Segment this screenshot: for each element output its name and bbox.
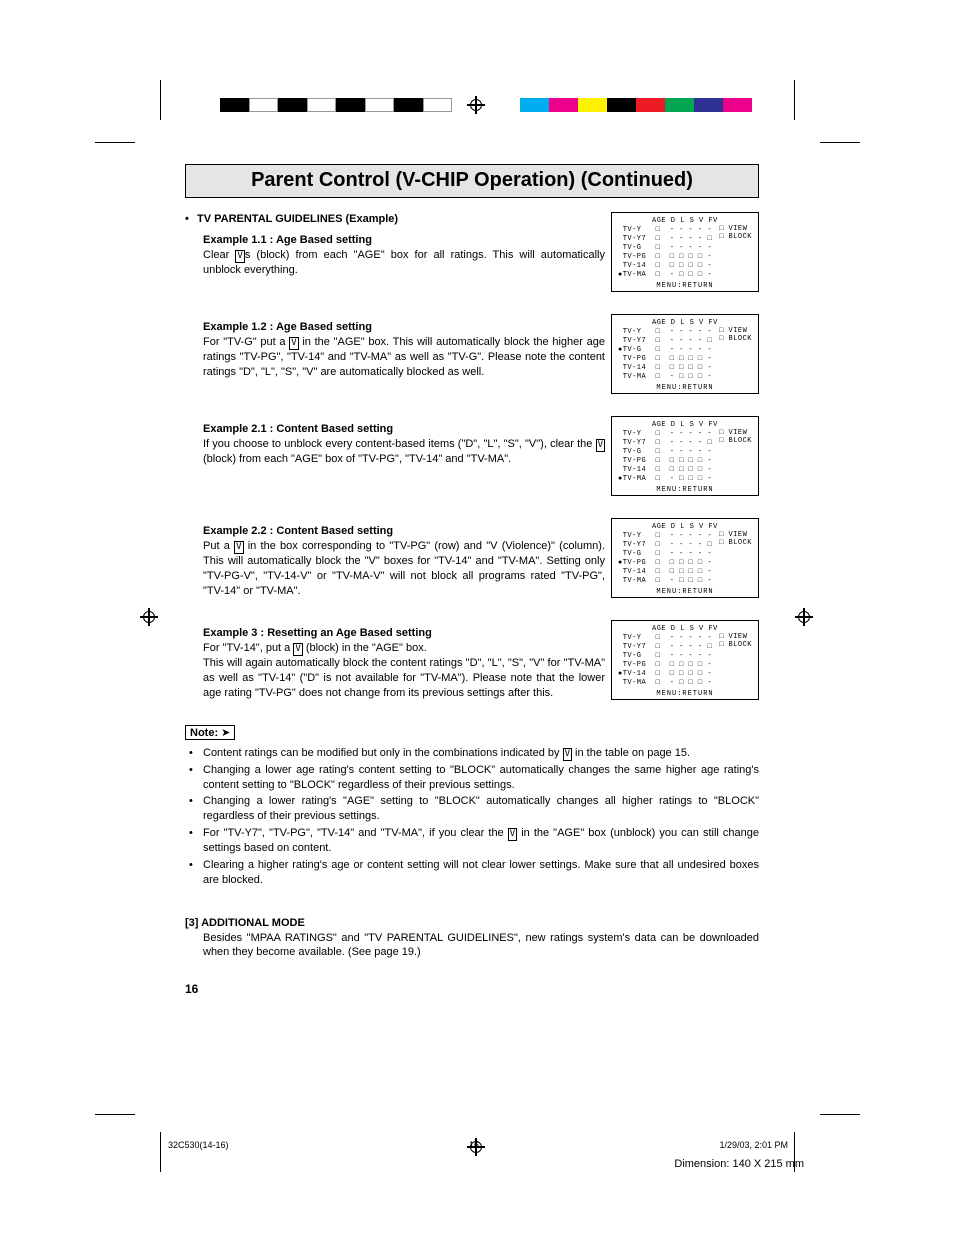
example-row: Example 2.1 : Content Based settingIf yo… (185, 416, 759, 496)
swatch-strip-color (520, 98, 752, 112)
osd-diagram: AGE D L S V FV TV-Y □ - - - - - TV-Y7 □ … (611, 518, 759, 598)
example-body: For "TV-G" put a V in the "AGE" box. Thi… (203, 335, 605, 380)
dimension-note: Dimension: 140 X 215 mm (674, 1158, 804, 1170)
footer-page: 16 (469, 1140, 479, 1150)
example-head: Example 3 : Resetting an Age Based setti… (203, 626, 605, 641)
note-item: Changing a lower age rating's content se… (189, 763, 759, 793)
crop-mark (820, 142, 860, 143)
example-body: For "TV-14", put a V (block) in the "AGE… (203, 641, 605, 701)
example-row: •TV PARENTAL GUIDELINES (Example)Example… (185, 212, 759, 292)
footer-file: 32C530(14-16) (168, 1140, 229, 1150)
print-footer: 32C530(14-16) 16 1/29/03, 2:01 PM (168, 1140, 788, 1150)
note-label: Note: (185, 725, 235, 740)
guidelines-head: TV PARENTAL GUIDELINES (Example) (197, 213, 398, 225)
additional-mode-head: [3] ADDITIONAL MODE (185, 916, 759, 931)
example-row: Example 2.2 : Content Based settingPut a… (185, 518, 759, 598)
osd-diagram: AGE D L S V FV TV-Y □ - - - - - TV-Y7 □ … (611, 314, 759, 394)
registration-mark (467, 96, 485, 114)
page-number: 16 (185, 982, 759, 996)
registration-mark (140, 608, 158, 626)
crop-mark (160, 80, 161, 120)
example-head: Example 1.2 : Age Based setting (203, 320, 605, 335)
example-row: Example 1.2 : Age Based settingFor "TV-G… (185, 314, 759, 394)
example-head: Example 2.1 : Content Based setting (203, 422, 605, 437)
registration-mark (795, 608, 813, 626)
osd-diagram: AGE D L S V FV TV-Y □ - - - - - TV-Y7 □ … (611, 212, 759, 292)
note-item: Changing a lower rating's "AGE" setting … (189, 794, 759, 824)
page-title: Parent Control (V-CHIP Operation) (Conti… (185, 164, 759, 198)
footer-timestamp: 1/29/03, 2:01 PM (719, 1140, 788, 1150)
example-body: Put a V in the box corresponding to "TV-… (203, 539, 605, 599)
note-item: Clearing a higher rating's age or conten… (189, 858, 759, 888)
example-head: Example 1.1 : Age Based setting (203, 233, 605, 248)
example-body: Clear Vs (block) from each "AGE" box for… (203, 248, 605, 278)
crop-mark (95, 1114, 135, 1115)
crop-mark (820, 1114, 860, 1115)
crop-mark (95, 142, 135, 143)
note-item: For "TV-Y7", "TV-PG", "TV-14" and "TV-MA… (189, 826, 759, 856)
example-head: Example 2.2 : Content Based setting (203, 524, 605, 539)
swatch-strip-bw (220, 98, 452, 112)
document-page: Parent Control (V-CHIP Operation) (Conti… (185, 164, 759, 996)
additional-mode-body: Besides "MPAA RATINGS" and "TV PARENTAL … (203, 931, 759, 961)
crop-mark (794, 80, 795, 120)
notes-list: Content ratings can be modified but only… (189, 746, 759, 888)
additional-mode-section: [3] ADDITIONAL MODE Besides "MPAA RATING… (185, 916, 759, 961)
example-row: Example 3 : Resetting an Age Based setti… (185, 620, 759, 700)
osd-diagram: AGE D L S V FV TV-Y □ - - - - - TV-Y7 □ … (611, 416, 759, 496)
crop-mark (160, 1132, 161, 1172)
note-item: Content ratings can be modified but only… (189, 746, 759, 761)
osd-diagram: AGE D L S V FV TV-Y □ - - - - - TV-Y7 □ … (611, 620, 759, 700)
example-body: If you choose to unblock every content-b… (203, 437, 605, 467)
